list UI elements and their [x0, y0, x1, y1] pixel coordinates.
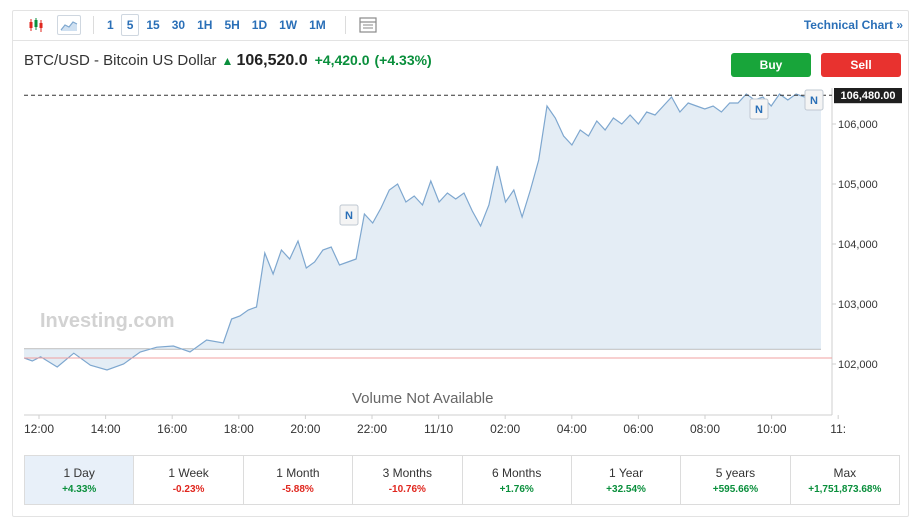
timeframe-1w[interactable]: 1W	[279, 18, 298, 32]
instrument-name: BTC/USD - Bitcoin US Dollar	[24, 52, 217, 69]
area-chart-icon[interactable]	[57, 15, 81, 35]
timeframe-1[interactable]: 1	[107, 18, 114, 32]
x-tick-label: 22:00	[357, 422, 387, 436]
timeframe-15[interactable]: 15	[146, 18, 160, 32]
arrow-up-icon: ▲	[221, 54, 234, 68]
sell-button[interactable]: Sell	[821, 53, 901, 77]
double-chevron-right-icon: »	[896, 18, 903, 32]
buy-button[interactable]: Buy	[731, 53, 811, 77]
technical-chart-label: Technical Chart	[803, 18, 893, 32]
x-tick-label: 10:00	[757, 422, 787, 436]
timeframe-5[interactable]: 5	[120, 14, 140, 36]
timeframe-5h[interactable]: 5H	[224, 18, 240, 32]
x-tick-label: 18:00	[224, 422, 254, 436]
table-view-icon[interactable]	[358, 16, 378, 34]
period-tab-1-day[interactable]: 1 Day +4.33%	[25, 456, 135, 504]
timeframe-1h[interactable]: 1H	[197, 18, 213, 32]
period-tab-5-years[interactable]: 5 years +595.66%	[681, 456, 791, 504]
y-tick-label: 106,000	[838, 119, 878, 131]
period-label: Max	[833, 465, 857, 480]
x-tick-label: 11/10	[424, 422, 453, 436]
period-change: -10.76%	[388, 483, 426, 495]
investing-watermark: Investing.com	[40, 310, 174, 332]
x-tick-label: 20:00	[290, 422, 320, 436]
period-tab-max[interactable]: Max +1,751,873.68%	[791, 456, 899, 504]
period-tab-6-months[interactable]: 6 Months +1.76%	[463, 456, 572, 504]
y-tick-label: 104,000	[838, 239, 878, 251]
period-change: +32.54%	[606, 483, 646, 495]
price-chart[interactable]: 106,480.00 106,000 105,000 104,000 103,000 10…	[24, 88, 904, 448]
period-change: +4.33%	[62, 483, 97, 495]
candlestick-icon[interactable]	[25, 15, 47, 35]
period-change: +595.66%	[712, 483, 759, 495]
x-tick-label: 16:00	[157, 422, 187, 436]
period-change: +1.76%	[499, 483, 534, 495]
last-price: 106,520.0	[236, 52, 308, 69]
x-tick-label: 14:00	[91, 422, 121, 436]
period-tab-1-month[interactable]: 1 Month -5.88%	[244, 456, 354, 504]
period-change: -5.88%	[282, 483, 314, 495]
x-tick-label: 02:00	[490, 422, 520, 436]
x-tick-label: 08:00	[690, 422, 720, 436]
period-label: 1 Day	[63, 465, 95, 480]
period-label: 6 Months	[492, 465, 542, 480]
price-line	[24, 92, 822, 371]
volume-not-available: Volume Not Available	[352, 390, 494, 407]
news-marker-label: N	[345, 210, 353, 222]
period-label: 1 Week	[168, 465, 209, 480]
period-change: -0.23%	[172, 483, 205, 495]
news-marker-label: N	[810, 95, 818, 107]
toolbar-divider	[344, 16, 346, 34]
period-tab-3-months[interactable]: 3 Months -10.76%	[353, 456, 463, 504]
price-area-fill	[24, 92, 821, 371]
current-price-tag	[834, 88, 902, 104]
period-label: 5 years	[715, 465, 756, 480]
chart-toolbar: 1 5 15 30 1H 5H 1D 1W 1M Technical Chart…	[12, 10, 909, 41]
technical-chart-link[interactable]: Technical Chart »	[804, 18, 903, 32]
period-label: 1 Year	[609, 465, 644, 480]
toolbar-divider	[93, 16, 94, 34]
y-tick-label: 103,000	[838, 299, 878, 311]
timeframe-1d[interactable]: 1D	[251, 18, 268, 32]
period-label: 1 Month	[276, 465, 320, 480]
instrument-header: BTC/USD - Bitcoin US Dollar ▲ 106,520.0 …	[24, 52, 432, 70]
y-tick-label: 102,000	[838, 359, 878, 371]
timeframe-1m[interactable]: 1M	[309, 18, 326, 32]
period-tab-1-week[interactable]: 1 Week -0.23%	[134, 456, 244, 504]
price-change: +4,420.0	[314, 52, 370, 68]
current-price-label: 106,480.00	[840, 90, 895, 102]
news-marker[interactable]	[804, 89, 824, 111]
price-change-percent: (+4.33%)	[374, 52, 432, 68]
x-tick-label: 12:00	[24, 422, 54, 436]
timeframe-30[interactable]: 30	[171, 18, 186, 32]
y-tick-label: 105,000	[838, 179, 878, 191]
period-change: +1,751,873.68%	[808, 483, 882, 495]
period-tab-1-year[interactable]: 1 Year +32.54%	[572, 456, 682, 504]
period-performance-tabs: 1 Day +4.33% 1 Week -0.23% 1 Month -5.88…	[24, 455, 900, 505]
news-marker-label: N	[755, 104, 763, 116]
x-tick-label: 11:	[830, 422, 846, 436]
x-tick-label: 06:00	[623, 422, 653, 436]
news-marker[interactable]	[749, 98, 769, 120]
x-tick-label: 04:00	[557, 422, 587, 436]
news-marker[interactable]	[339, 204, 359, 226]
period-label: 3 Months	[382, 465, 432, 480]
